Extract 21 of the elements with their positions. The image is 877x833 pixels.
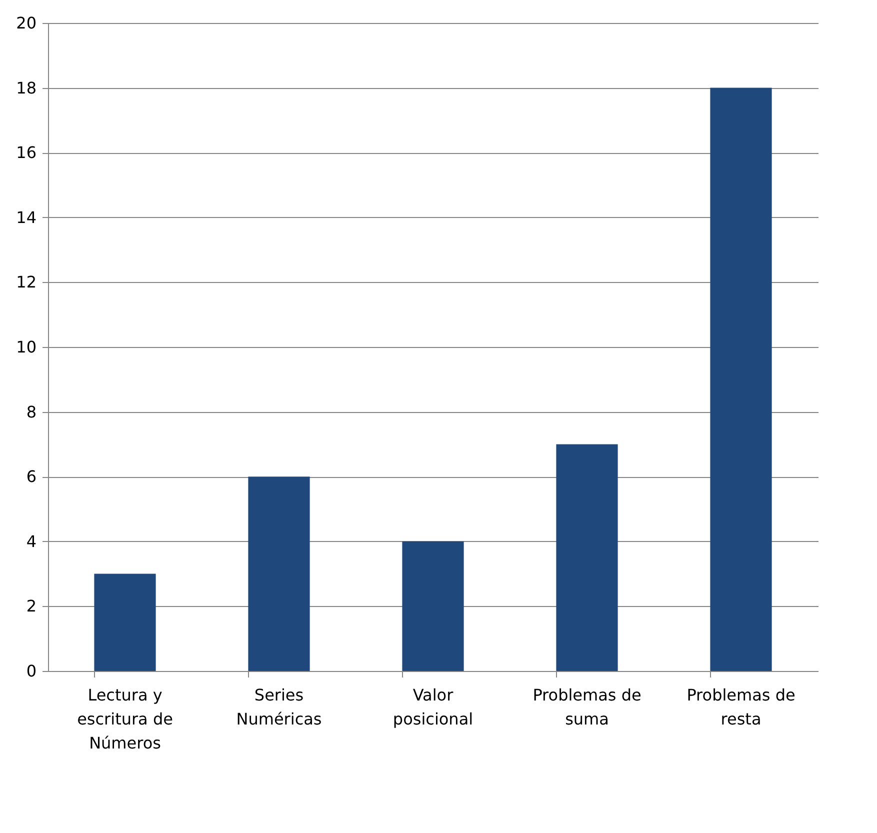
bar — [710, 88, 772, 671]
bar — [402, 541, 464, 671]
y-tick-label: 20 — [16, 14, 36, 32]
y-tick-label: 8 — [26, 402, 36, 422]
x-tick-label: Valor posicional — [392, 686, 474, 728]
y-tick-label: 0 — [26, 662, 36, 680]
bar — [556, 444, 618, 671]
y-tick-label: 2 — [26, 596, 36, 616]
y-tick-label: 4 — [26, 532, 36, 551]
x-tick-label: Lectura y escritura de Números — [77, 686, 173, 752]
y-tick-label: 18 — [16, 78, 36, 98]
y-tick-label: 6 — [26, 467, 36, 486]
y-tick-label: 12 — [16, 272, 36, 292]
x-tick-label: Problemas de suma — [532, 686, 642, 728]
x-tick-label: Problemas de resta — [686, 686, 796, 728]
y-tick-label: 10 — [16, 338, 36, 356]
x-tick-label: Series Numéricas — [236, 686, 322, 728]
bar — [94, 574, 156, 671]
y-tick-label: 16 — [16, 143, 36, 162]
bar — [248, 476, 310, 671]
y-tick-label: 14 — [16, 208, 36, 227]
